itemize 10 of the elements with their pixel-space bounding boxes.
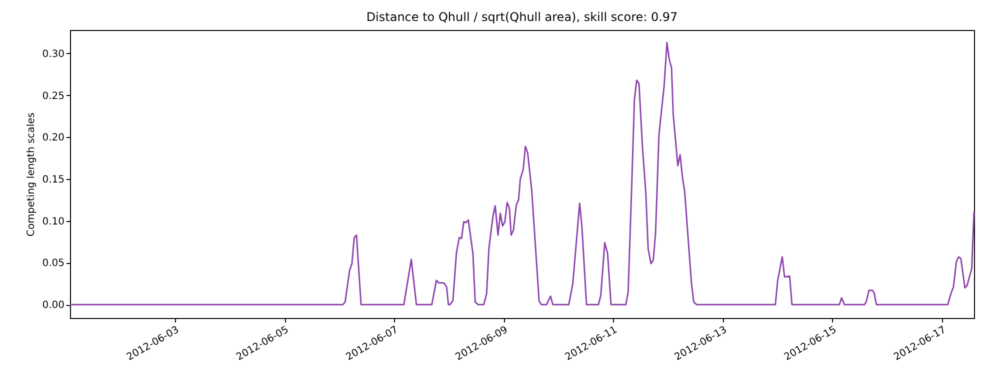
y-tick-label: 0.15	[42, 174, 64, 186]
y-tick-label: 0.25	[42, 90, 64, 102]
y-tick-label: 0.10	[42, 216, 64, 228]
line-series	[69, 42, 975, 306]
y-tick-label: 0.00	[42, 300, 64, 312]
y-axis-title: Competing length scales	[26, 112, 38, 236]
y-tick-label: 0.05	[42, 258, 64, 270]
y-tick-label: 0.30	[42, 48, 64, 60]
y-tick-label: 0.20	[42, 132, 64, 144]
chart-title: Distance to Qhull / sqrt(Qhull area), skill score: 0.97	[366, 10, 678, 24]
